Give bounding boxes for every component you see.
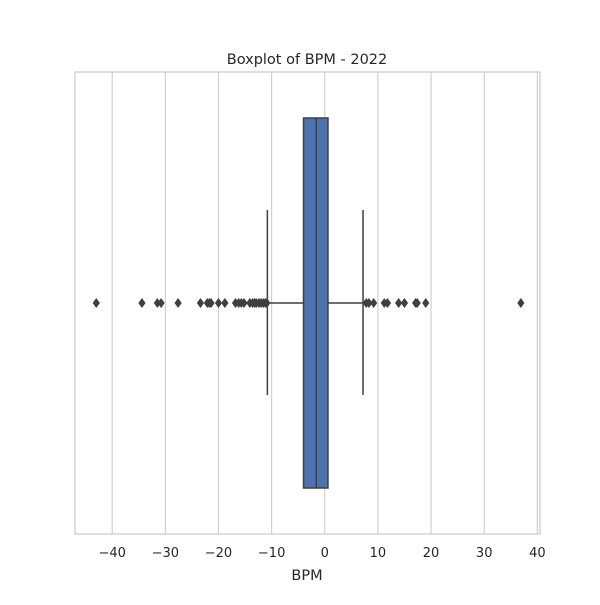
outlier-point	[153, 298, 161, 308]
box-group	[266, 117, 364, 489]
x-tick-label: −20	[205, 546, 232, 561]
outlier-point	[413, 298, 421, 308]
chart-title: Boxplot of BPM - 2022	[227, 52, 388, 68]
outlier-point	[174, 298, 182, 308]
plot-frame	[74, 71, 541, 535]
x-tick-label: 30	[476, 546, 493, 561]
outlier-point	[370, 298, 378, 308]
x-axis-label: BPM	[291, 568, 322, 584]
outlier-point	[92, 298, 100, 308]
outlier-point	[221, 298, 229, 308]
x-tick-label: −30	[152, 546, 179, 561]
outlier-point	[240, 298, 248, 308]
outlier-point	[395, 298, 403, 308]
outlier-group	[92, 298, 525, 308]
outlier-point	[365, 298, 373, 308]
outlier-point	[214, 298, 223, 308]
x-tick-label: 40	[529, 546, 546, 561]
outlier-point	[207, 298, 215, 308]
x-tick-label: −10	[258, 546, 285, 561]
outlier-point	[138, 298, 146, 308]
outlier-point	[517, 298, 525, 308]
outlier-point	[422, 298, 430, 308]
outlier-point	[263, 298, 271, 308]
outlier-point	[400, 298, 409, 308]
outlier-point	[196, 298, 205, 308]
x-tick-label: 0	[321, 546, 329, 561]
outlier-point	[383, 298, 392, 308]
x-tick-label: −40	[98, 546, 125, 561]
x-tick-labels: −40 −30 −20 −10 0 10 20 30 40	[98, 546, 545, 561]
x-tick-label: 20	[423, 546, 440, 561]
outlier-point	[157, 298, 165, 308]
x-tick-label: 10	[370, 546, 387, 561]
